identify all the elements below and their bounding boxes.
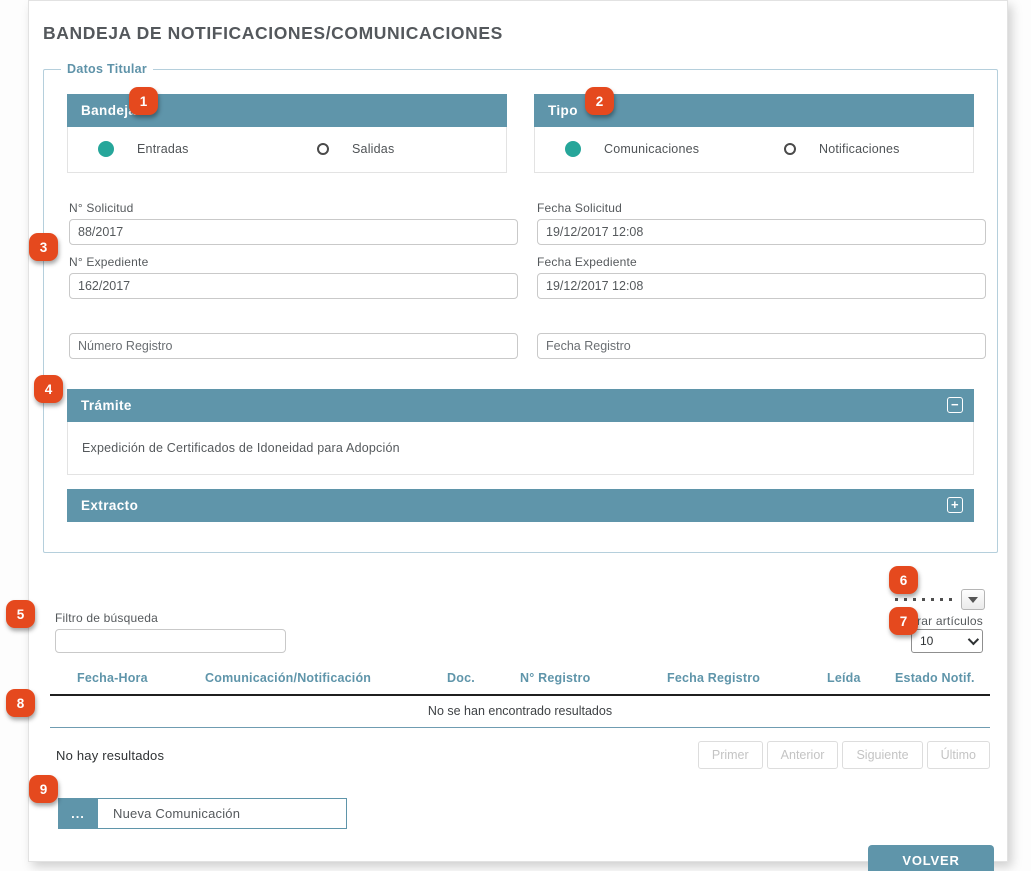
radio-notificaciones-label: Notificaciones — [819, 142, 900, 156]
fecha-solicitud-label: Fecha Solicitud — [537, 201, 623, 215]
annotation-badge-4: 4 — [34, 375, 63, 403]
triangle-down-icon — [968, 596, 978, 603]
dotted-row-icon — [895, 598, 952, 601]
fecha-expediente-input[interactable] — [537, 273, 986, 299]
panels-row: Bandeja Entradas Salidas — [67, 94, 974, 173]
tramite-title: Trámite — [81, 398, 132, 413]
expand-plus-icon[interactable]: + — [947, 497, 963, 513]
tipo-panel-body: Comunicaciones Notificaciones — [534, 127, 974, 173]
annotation-badge-3: 3 — [29, 233, 58, 261]
fecha-solicitud-input[interactable] — [537, 219, 986, 245]
radio-selected-icon[interactable] — [565, 141, 581, 157]
col-estado-notif[interactable]: Estado Notif. — [895, 671, 975, 685]
fecha-expediente-field: Fecha Expediente — [537, 255, 986, 299]
datos-titular-legend: Datos Titular — [67, 62, 148, 76]
tipo-panel: Tipo Comunicaciones Notificaciones — [534, 94, 974, 173]
radio-entradas[interactable]: Entradas — [68, 141, 287, 157]
columns-picker — [895, 589, 985, 610]
pagination-first-button[interactable]: Primer — [697, 741, 763, 769]
annotation-badge-7: 7 — [889, 607, 918, 635]
radio-selected-icon[interactable] — [98, 141, 114, 157]
col-doc[interactable]: Doc. — [447, 671, 475, 685]
pagination-last-button[interactable]: Último — [926, 741, 990, 769]
fecha-expediente-label: Fecha Expediente — [537, 255, 637, 269]
radio-salidas[interactable]: Salidas — [287, 141, 506, 157]
volver-button[interactable]: VOLVER — [868, 845, 994, 871]
col-fecha-registro[interactable]: Fecha Registro — [667, 671, 761, 685]
tramite-content: Expedición de Certificados de Idoneidad … — [82, 441, 400, 455]
datos-titular-fieldset: Datos Titular Bandeja Entradas Salidas — [43, 62, 998, 553]
col-leida[interactable]: Leída — [827, 671, 861, 685]
results-status-text: No hay resultados — [56, 747, 165, 763]
radio-comunicaciones[interactable]: Comunicaciones — [535, 141, 754, 157]
radio-entradas-label: Entradas — [137, 142, 189, 156]
fecha-solicitud-field: Fecha Solicitud — [537, 201, 986, 245]
page-title: BANDEJA DE NOTIFICACIONES/COMUNICACIONES — [43, 23, 503, 43]
filter-input[interactable] — [55, 629, 286, 653]
annotation-badge-8: 8 — [6, 689, 35, 717]
main-card: BANDEJA DE NOTIFICACIONES/COMUNICACIONES… — [28, 0, 1008, 871]
col-comunicacion-notificacion[interactable]: Comunicación/Notificación — [205, 671, 372, 685]
numero-registro-field — [69, 333, 518, 359]
empty-results-row: No se han encontrado resultados — [50, 694, 990, 728]
n-expediente-input[interactable] — [69, 273, 518, 299]
annotation-badge-6: 6 — [889, 566, 918, 594]
fecha-registro-input[interactable] — [537, 333, 986, 359]
numero-registro-input[interactable] — [69, 333, 518, 359]
n-expediente-field: N° Expediente — [69, 255, 518, 299]
radio-comunicaciones-label: Comunicaciones — [604, 142, 700, 156]
fields-grid: N° Solicitud Fecha Solicitud N° Expedien… — [69, 201, 986, 359]
nueva-comunicacion-button[interactable]: ... Nueva Comunicación — [58, 798, 347, 829]
columns-dropdown-button[interactable] — [961, 589, 985, 610]
list-controls: Mostrar artículos 10 Filtro de búsqueda — [50, 553, 987, 667]
bandeja-panel-body: Entradas Salidas — [67, 127, 507, 173]
radio-salidas-label: Salidas — [352, 142, 395, 156]
pagination-next-button[interactable]: Siguiente — [842, 741, 923, 769]
annotation-badge-2: 2 — [585, 87, 614, 115]
nueva-comunicacion-label: Nueva Comunicación — [113, 806, 241, 821]
page-size-select[interactable]: 10 — [911, 629, 983, 653]
radio-notificaciones[interactable]: Notificaciones — [754, 141, 973, 157]
annotation-badge-9: 9 — [29, 775, 58, 803]
annotation-badge-5: 5 — [6, 600, 35, 628]
radio-unselected-icon[interactable] — [317, 143, 329, 155]
pagination: Primer Anterior Siguiente Último — [697, 741, 990, 769]
extracto-title: Extracto — [81, 498, 139, 513]
pagination-prev-button[interactable]: Anterior — [766, 741, 839, 769]
filter-group: Filtro de búsqueda — [55, 611, 286, 653]
tramite-accordion-header[interactable]: Trámite − — [67, 389, 974, 422]
filter-label: Filtro de búsqueda — [55, 611, 158, 625]
radio-unselected-icon[interactable] — [784, 143, 796, 155]
page-size-value: 10 — [920, 634, 934, 648]
ellipsis-icon: ... — [58, 798, 98, 829]
col-n-registro[interactable]: N° Registro — [520, 671, 591, 685]
collapse-minus-icon[interactable]: − — [947, 397, 963, 413]
chevron-down-icon — [967, 633, 980, 646]
table-header-row: Fecha-Hora Comunicación/Notificación Doc… — [50, 667, 990, 694]
tramite-accordion-body: Expedición de Certificados de Idoneidad … — [67, 422, 974, 475]
extracto-accordion-header[interactable]: Extracto + — [67, 489, 974, 522]
n-solicitud-field: N° Solicitud — [69, 201, 518, 245]
table-footer: No hay resultados Primer Anterior Siguie… — [50, 741, 990, 769]
tipo-panel-title: Tipo — [548, 103, 578, 118]
results-table: Fecha-Hora Comunicación/Notificación Doc… — [50, 667, 990, 769]
bandeja-panel: Bandeja Entradas Salidas — [67, 94, 507, 173]
n-solicitud-label: N° Solicitud — [69, 201, 134, 215]
n-expediente-label: N° Expediente — [69, 255, 149, 269]
volver-row: VOLVER — [46, 845, 994, 871]
col-fecha-hora[interactable]: Fecha-Hora — [77, 671, 148, 685]
fecha-registro-field — [537, 333, 986, 359]
annotation-badge-1: 1 — [129, 87, 158, 115]
tramite-accordion: Trámite − Expedición de Certificados de … — [67, 389, 974, 475]
extracto-accordion: Extracto + — [67, 489, 974, 522]
bandeja-panel-title: Bandeja — [81, 103, 137, 118]
n-solicitud-input[interactable] — [69, 219, 518, 245]
